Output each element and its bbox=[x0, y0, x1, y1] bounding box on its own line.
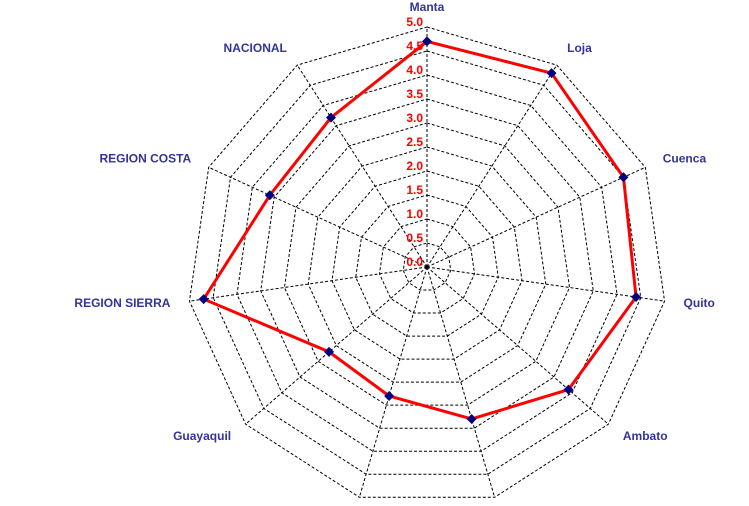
y-tick-label: 3.5 bbox=[406, 87, 423, 101]
marker bbox=[546, 68, 557, 79]
grid-ring bbox=[212, 50, 642, 475]
y-tick-label: 0.5 bbox=[406, 231, 423, 245]
marker bbox=[422, 36, 432, 47]
grid-ring bbox=[307, 146, 547, 383]
spoke bbox=[426, 266, 665, 302]
y-tick-label: 2.0 bbox=[406, 159, 423, 173]
spoke bbox=[296, 64, 428, 268]
marker bbox=[264, 190, 275, 201]
marker bbox=[198, 294, 209, 305]
marker bbox=[618, 172, 629, 183]
marker bbox=[384, 390, 395, 401]
category-label: Cuenca bbox=[663, 151, 707, 165]
spoke bbox=[245, 266, 428, 425]
category-label: REGION COSTA bbox=[99, 151, 191, 165]
grid-ring bbox=[331, 170, 523, 360]
grid-ring bbox=[260, 98, 594, 429]
grid-ring bbox=[378, 218, 476, 314]
marker bbox=[563, 384, 574, 395]
spoke bbox=[426, 166, 646, 268]
y-tick-label: 4.0 bbox=[406, 63, 423, 77]
y-tick-label: 4.5 bbox=[406, 39, 423, 53]
category-label: NACIONAL bbox=[224, 41, 287, 55]
y-tick-label: 0.0 bbox=[406, 255, 423, 269]
spoke bbox=[426, 266, 496, 498]
marker bbox=[466, 413, 477, 424]
category-label: Loja bbox=[567, 41, 592, 55]
spoke bbox=[426, 64, 558, 268]
y-tick-label: 5.0 bbox=[406, 15, 423, 29]
marker bbox=[325, 112, 336, 123]
y-tick-label: 2.5 bbox=[406, 135, 423, 149]
grid-ring bbox=[188, 26, 666, 498]
category-label: Manta bbox=[410, 0, 445, 14]
spoke bbox=[426, 266, 609, 425]
spoke bbox=[358, 266, 428, 498]
spoke bbox=[189, 266, 428, 302]
category-label: Quito bbox=[684, 296, 715, 310]
y-tick-label: 1.0 bbox=[406, 207, 423, 221]
marker bbox=[324, 346, 335, 357]
y-tick-label: 3.0 bbox=[406, 111, 423, 125]
y-tick-label: 1.5 bbox=[406, 183, 423, 197]
category-label: REGION SIERRA bbox=[74, 296, 170, 310]
grid-ring bbox=[236, 74, 618, 452]
category-label: Guayaquil bbox=[173, 429, 231, 443]
marker bbox=[631, 292, 642, 303]
category-label: Ambato bbox=[623, 429, 668, 443]
spoke bbox=[208, 166, 428, 268]
grid-ring bbox=[355, 194, 499, 337]
series-line bbox=[201, 39, 638, 421]
